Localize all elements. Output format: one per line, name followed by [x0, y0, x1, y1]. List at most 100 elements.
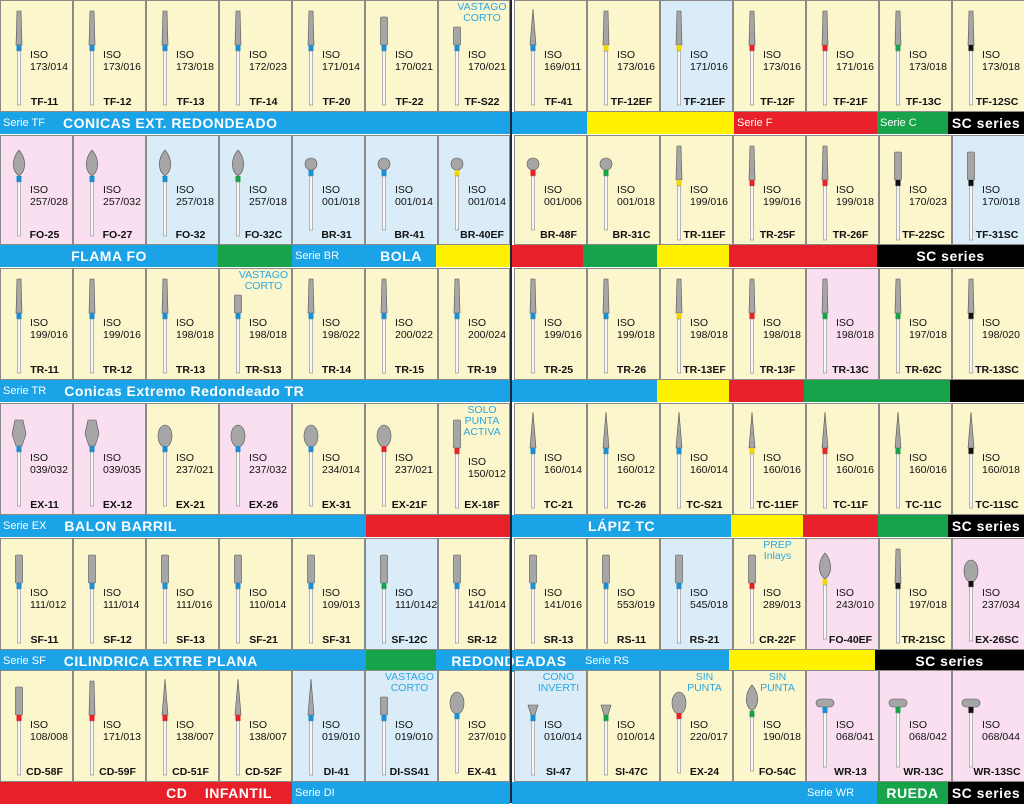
bur-illustration	[596, 140, 616, 244]
bur-illustration	[447, 140, 467, 244]
iso-size: ISO 199/016	[763, 184, 801, 208]
series-title: SC series	[916, 248, 985, 264]
taper-bur-icon	[602, 278, 610, 374]
iso-size: ISO 173/014	[30, 49, 68, 73]
bur-tile-cd-51f: ISO 138/007 CD-51F	[146, 670, 219, 782]
bur-tile-tr-s13: VASTAGO CORTO ISO 198/018 TR-S13	[219, 268, 292, 380]
egg-bur-icon	[303, 424, 319, 507]
series-band: RUEDA	[877, 782, 948, 804]
series-title: CILINDRICA EXTRE PLANA	[63, 653, 258, 669]
iso-size: ISO 068/041	[836, 719, 874, 743]
iso-size: ISO 160/014	[690, 452, 728, 476]
bur-code: DI-41	[323, 766, 350, 778]
bur-code: TC-11EF	[756, 499, 799, 511]
bur-code: TR-S13	[245, 364, 282, 376]
bur-tile-br-41: ISO 001/014 BR-41	[365, 135, 438, 245]
taper-bur-icon	[748, 278, 756, 374]
taper-bur-icon	[234, 10, 242, 106]
iso-size: ISO 197/018	[909, 587, 947, 611]
bur-illustration	[815, 273, 835, 379]
bur-illustration	[742, 273, 762, 379]
bur-code: SF-12C	[391, 634, 428, 646]
bur-illustration	[669, 408, 689, 514]
bur-illustration	[228, 140, 248, 244]
bur-tile-fo-27: ISO 257/032 FO-27	[73, 135, 146, 245]
series-title: SC series	[951, 115, 1021, 131]
needle-bur-icon	[894, 411, 902, 509]
iso-size: ISO 237/034	[982, 587, 1020, 611]
series-band	[218, 245, 292, 267]
series-band: REDONDEADAS	[436, 650, 582, 672]
egg-bur-icon	[449, 691, 465, 774]
needle-bur-icon	[529, 8, 537, 106]
bur-note: PREP Inlays	[763, 539, 792, 562]
bur-code: SR-12	[467, 634, 497, 646]
bur-code: TF-12	[103, 96, 132, 108]
series-band	[729, 245, 877, 267]
bur-illustration	[374, 273, 394, 379]
bur-code: TR-62C	[905, 364, 942, 376]
taper-bur-icon	[453, 278, 461, 374]
cyl-bur-icon	[88, 554, 96, 644]
bur-illustration	[888, 408, 908, 514]
series-band	[878, 515, 948, 537]
iso-size: ISO 198/018	[249, 317, 287, 341]
bur-note: VASTAGO CORTO	[384, 671, 435, 694]
taper-bur-icon	[675, 145, 683, 241]
ball-bur-icon	[377, 157, 391, 231]
bur-code: DI-SS41	[389, 766, 430, 778]
bur-code: FO-54C	[758, 766, 797, 778]
bur-tile-ex-31: ISO 234/014 EX-31	[292, 403, 365, 515]
bur-tile-tr-12: ISO 199/016 TR-12	[73, 268, 146, 380]
series-band: Serie BR	[292, 245, 366, 267]
bur-tile-cr-22f: PREP Inlays ISO 289/013 CR-22F	[733, 538, 806, 650]
bur-code: CD-58F	[26, 766, 63, 778]
bur-code: BR-40EF	[460, 229, 504, 241]
series-band	[512, 245, 583, 267]
bur-code: TR-21SC	[901, 634, 946, 646]
bur-tile-sr-12: ISO 141/014 SR-12	[438, 538, 510, 650]
iso-size: ISO 138/007	[249, 719, 287, 743]
series-band: Serie TR Conicas Extremo Redondeado TR	[0, 380, 510, 402]
egg-bur-icon	[376, 424, 392, 507]
bur-illustration	[82, 5, 102, 111]
bur-tile-sf-13: ISO 111/016 SF-13	[146, 538, 219, 650]
bur-tile-tf-13c: ISO 173/018 TF-13C	[879, 0, 952, 112]
series-title: CD INFANTIL	[166, 785, 272, 801]
bur-illustration	[374, 408, 394, 514]
iso-size: ISO 160/016	[763, 452, 801, 476]
bur-note: SOLO PUNTA ACTIVA	[463, 404, 501, 438]
bur-illustration	[9, 675, 29, 781]
bur-tile-tf-12f: ISO 173/016 TF-12F	[733, 0, 806, 112]
bur-tile-fo-54c: SIN PUNTA ISO 190/018 FO-54C	[733, 670, 806, 782]
bur-illustration	[9, 543, 29, 649]
bur-tile-ex-21f: ISO 237/021 EX-21F	[365, 403, 438, 515]
bur-illustration	[815, 675, 835, 781]
iso-size: ISO 111/016	[176, 587, 213, 611]
bur-illustration	[301, 543, 321, 649]
series-band: Serie DI	[292, 782, 510, 804]
bur-illustration	[9, 140, 29, 244]
bur-code: EX-11	[30, 499, 59, 511]
series-label: Serie TR	[3, 385, 47, 397]
bur-code: BR-31	[321, 229, 352, 241]
series-label: Serie EX	[3, 520, 47, 532]
bur-tile-di-ss41: VASTAGO CORTO ISO 019/010 DI-SS41	[365, 670, 438, 782]
bur-tile-tf-s22: VASTAGO CORTO ISO 170/021 TF-S22	[438, 0, 510, 112]
bur-code: EX-21F	[391, 499, 428, 511]
series-band: FLAMA FO	[0, 245, 218, 267]
bur-illustration	[815, 140, 835, 244]
bur-code: CD-59F	[99, 766, 136, 778]
bur-tile-tc-s21: ISO 160/014 TC-S21	[660, 403, 733, 515]
bur-tile-ex-26: ISO 237/032 EX-26	[219, 403, 292, 515]
bur-code: TF-S22	[464, 96, 500, 108]
bur-code: FO-32C	[244, 229, 283, 241]
iso-size: ISO 019/010	[395, 719, 433, 743]
iso-size: ISO 198/018	[176, 317, 214, 341]
bur-code: EX-12	[102, 499, 133, 511]
bur-illustration	[815, 5, 835, 111]
bur-code: CD-52F	[245, 766, 282, 778]
iso-size: ISO 199/018	[617, 317, 655, 341]
iso-size: ISO 173/018	[982, 49, 1020, 73]
bur-code: TR-26F	[832, 229, 869, 241]
